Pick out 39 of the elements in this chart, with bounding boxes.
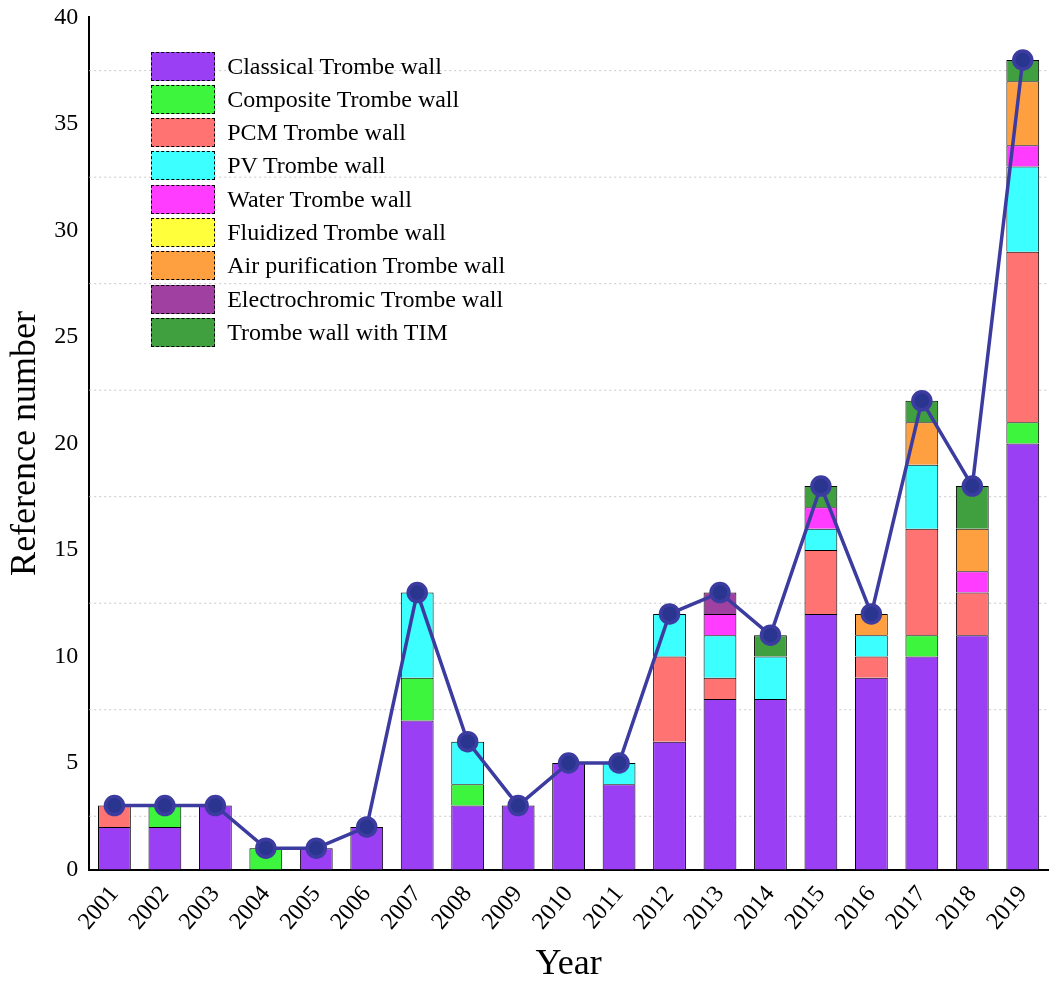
point: [608, 752, 630, 774]
point: [658, 603, 681, 625]
legend-label: Water Trombe wall: [227, 185, 412, 213]
y-tick-label: 0: [66, 854, 79, 881]
y-tick-label: 35: [54, 109, 79, 136]
y-tick-label: 25: [54, 322, 79, 349]
y-tick-label: 30: [54, 215, 79, 242]
point: [759, 624, 782, 646]
y-tick-label: 40: [54, 2, 79, 29]
point: [810, 475, 832, 497]
point: [860, 603, 883, 625]
point: [961, 475, 984, 497]
y-axis-title: Reference number: [3, 311, 44, 576]
point: [204, 794, 227, 817]
legend-label: PCM Trombe wall: [227, 119, 406, 147]
y-tick-label: 5: [66, 748, 79, 775]
point: [1012, 49, 1034, 71]
y-tick-label: 20: [54, 428, 79, 455]
point: [911, 390, 933, 412]
legend-label: Composite Trombe wall: [227, 85, 460, 113]
y-tick-label: 10: [54, 641, 79, 668]
point: [255, 837, 277, 859]
point: [709, 581, 731, 604]
legend-label: Classical Trombe wall: [227, 52, 442, 80]
y-tick-label: 15: [54, 535, 79, 562]
legend-label: Electrochromic Trombe wall: [227, 285, 504, 313]
point: [507, 794, 529, 817]
point: [356, 816, 378, 838]
point: [456, 730, 479, 753]
point: [406, 581, 428, 604]
legend-label: PV Trombe wall: [227, 152, 386, 180]
legend-label: Fluidized Trombe wall: [227, 219, 446, 247]
x-axis-title: Year: [535, 941, 602, 982]
point: [154, 794, 176, 817]
point: [103, 794, 126, 817]
legend-label: Air purification Trombe wall: [227, 252, 506, 280]
point: [305, 837, 328, 859]
point: [557, 752, 580, 774]
legend-label: Trombe wall with TIM: [227, 318, 448, 346]
